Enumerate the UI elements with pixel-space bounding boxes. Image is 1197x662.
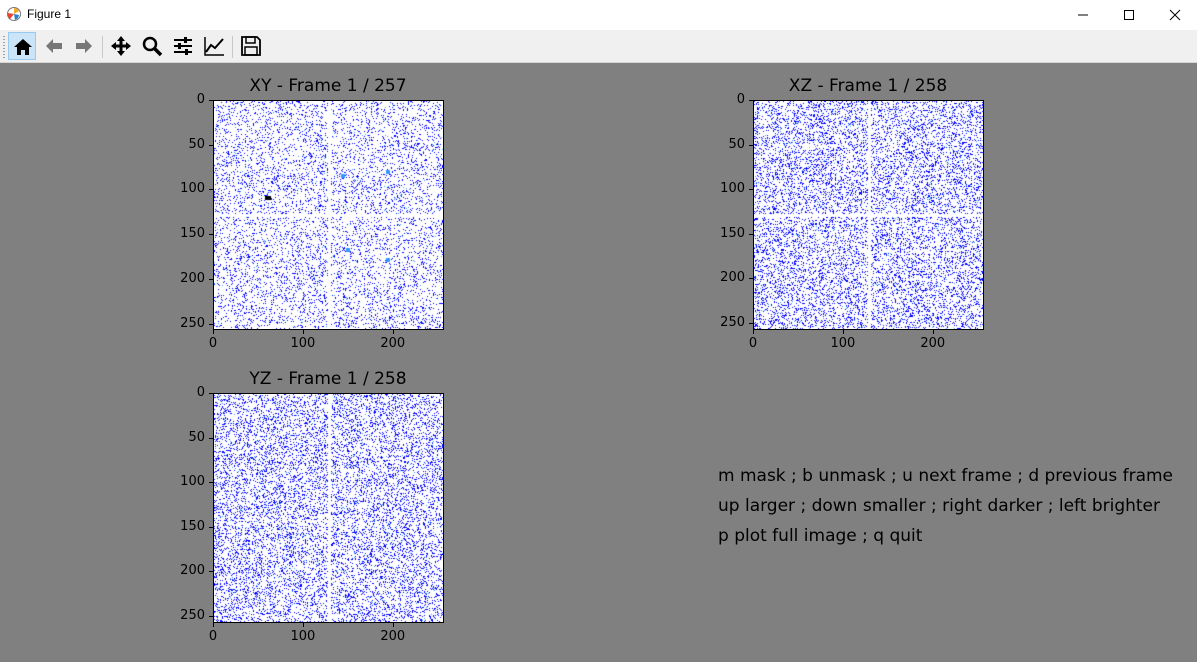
y-tick (209, 189, 213, 191)
forward-button[interactable] (70, 32, 98, 60)
y-tick (749, 100, 753, 101)
sliders-icon (174, 37, 192, 55)
y-tick-label: 100 (720, 181, 745, 197)
y-tick (749, 278, 753, 280)
x-tick (213, 623, 214, 627)
xy-image (214, 101, 443, 329)
x-tick-label: 0 (208, 629, 218, 644)
y-tick (209, 278, 213, 280)
toolbar-grip (3, 36, 5, 58)
y-tick (749, 189, 753, 191)
yz-plot-title: YZ - Frame 1 / 258 (249, 369, 407, 389)
y-tick-label: 100 (180, 181, 205, 197)
close-button[interactable] (1152, 0, 1197, 30)
minimize-button[interactable] (1060, 0, 1106, 30)
back-button[interactable] (40, 32, 68, 60)
yz-plot-area[interactable] (213, 393, 444, 623)
axes-edit-button[interactable] (200, 32, 228, 60)
maximize-button[interactable] (1106, 0, 1152, 30)
x-tick-label: 100 (290, 629, 316, 644)
y-tick-label: 0 (196, 385, 205, 400)
home-button[interactable] (8, 32, 36, 60)
y-tick (209, 571, 213, 573)
x-tick (213, 330, 214, 334)
y-tick (209, 526, 213, 528)
x-tick (302, 330, 304, 334)
zoom-button[interactable] (138, 32, 166, 60)
y-tick (209, 615, 213, 617)
x-tick-label: 200 (380, 629, 406, 644)
zoom-icon (142, 36, 163, 57)
x-tick-label: 0 (748, 336, 758, 351)
window-titlebar: Figure 1 (0, 0, 1197, 30)
y-tick-label: 150 (180, 518, 205, 534)
y-tick-label: 0 (736, 92, 745, 107)
xz-plot-area[interactable] (753, 100, 984, 330)
home-icon (14, 39, 32, 55)
save-button[interactable] (237, 32, 265, 60)
arrow-left-icon (46, 39, 62, 53)
x-tick (302, 623, 304, 627)
y-tick (749, 233, 753, 235)
y-tick-label: 0 (196, 92, 205, 107)
yz-image (214, 394, 443, 622)
y-tick (749, 322, 753, 324)
help-text-line-1: m mask ; b unmask ; u next frame ; d pre… (718, 466, 1174, 486)
matplotlib-icon (7, 7, 21, 21)
navigation-toolbar (0, 30, 1197, 63)
maximize-icon (1124, 10, 1134, 20)
x-tick-label: 0 (208, 336, 218, 351)
x-tick (842, 330, 844, 334)
y-tick-label: 50 (188, 429, 205, 445)
x-tick (932, 330, 934, 334)
y-tick-label: 200 (180, 270, 205, 286)
x-tick (753, 330, 754, 334)
y-tick (209, 100, 213, 101)
y-tick (209, 437, 213, 439)
y-tick-label: 150 (180, 226, 205, 242)
y-tick (209, 393, 213, 394)
subplots-button[interactable] (169, 32, 197, 60)
help-text-line-2: up larger ; down smaller ; right darker … (718, 496, 1160, 516)
x-tick-label: 100 (830, 336, 856, 351)
arrow-right-icon (76, 39, 92, 53)
y-tick-label: 200 (180, 563, 205, 579)
y-tick-label: 150 (720, 225, 745, 241)
x-tick-label: 200 (920, 336, 946, 351)
y-tick (209, 234, 213, 236)
figure-canvas[interactable]: XY - Frame 1 / 257 XZ - Frame 1 / 258 YZ… (0, 63, 1197, 662)
y-tick (749, 144, 753, 146)
xz-image (754, 101, 983, 329)
close-icon (1169, 9, 1181, 21)
y-tick (209, 323, 213, 325)
minimize-icon (1078, 14, 1088, 16)
help-text-line-3: p plot full image ; q quit (718, 526, 923, 546)
move-icon (111, 36, 131, 56)
line-chart-icon (204, 37, 224, 56)
toolbar-separator (102, 36, 103, 58)
x-tick-label: 100 (290, 336, 316, 351)
y-tick-label: 250 (720, 314, 745, 330)
x-tick-label: 200 (380, 336, 406, 351)
y-tick-label: 50 (728, 136, 745, 152)
x-tick (392, 623, 394, 627)
xy-plot-title: XY - Frame 1 / 257 (249, 76, 407, 96)
y-tick (209, 482, 213, 484)
save-icon (241, 36, 261, 56)
x-tick (392, 330, 394, 334)
y-tick-label: 50 (188, 136, 205, 152)
y-tick-label: 250 (180, 315, 205, 331)
y-tick-label: 200 (720, 270, 745, 286)
xz-plot-title: XZ - Frame 1 / 258 (788, 76, 948, 96)
y-tick-label: 250 (180, 607, 205, 623)
window-title: Figure 1 (27, 7, 72, 21)
y-tick-label: 100 (180, 474, 205, 490)
xy-plot-area[interactable] (213, 100, 444, 330)
y-tick (209, 144, 213, 146)
toolbar-separator (232, 36, 233, 58)
pan-button[interactable] (107, 32, 135, 60)
